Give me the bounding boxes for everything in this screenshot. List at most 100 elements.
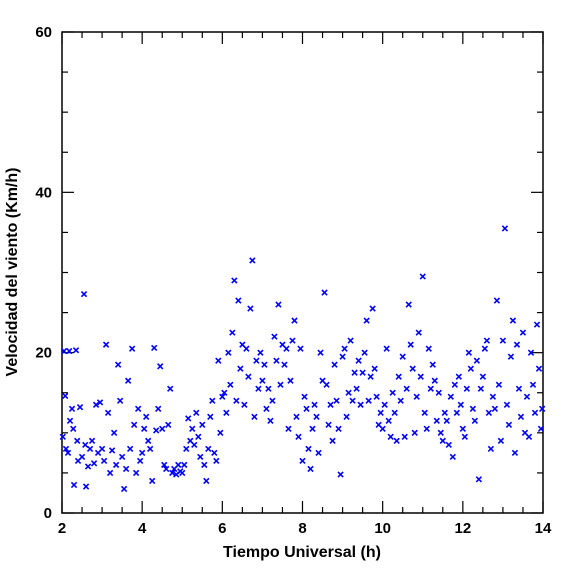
data-point	[66, 347, 73, 355]
data-point	[163, 465, 170, 473]
data-point	[317, 349, 324, 356]
data-point	[197, 453, 204, 461]
data-point	[333, 397, 340, 404]
data-point	[120, 485, 128, 493]
x-tick-label: 10	[374, 520, 391, 537]
data-point	[461, 433, 469, 441]
data-point	[169, 469, 176, 477]
data-point	[110, 429, 118, 436]
data-point	[283, 345, 290, 352]
data-point	[233, 397, 240, 404]
data-point	[92, 401, 100, 408]
data-point	[285, 425, 292, 432]
data-point	[463, 385, 471, 392]
data-point	[255, 385, 262, 392]
data-point	[241, 401, 248, 408]
data-point	[309, 425, 316, 432]
data-point	[219, 393, 226, 400]
data-point	[337, 471, 344, 478]
data-point	[60, 347, 68, 355]
data-point	[371, 365, 378, 372]
x-tick-label: 8	[298, 520, 306, 537]
data-point	[122, 465, 130, 473]
data-point	[223, 409, 230, 416]
data-point	[251, 413, 258, 420]
y-tick-labels: 0 20 40 60	[35, 24, 52, 522]
data-point	[507, 353, 515, 360]
data-point	[481, 345, 489, 352]
data-point	[235, 297, 242, 304]
data-point	[443, 417, 450, 424]
data-point	[395, 373, 402, 380]
data-point	[329, 437, 336, 445]
x-axis-label: Tiempo Universal (h)	[223, 544, 381, 561]
data-point	[515, 385, 523, 392]
data-point	[175, 461, 182, 469]
x-tick-labels: 2 4 6 8 10 12 14	[58, 520, 552, 537]
y-tick-label: 0	[44, 505, 52, 522]
data-point	[84, 463, 92, 470]
data-point	[409, 365, 416, 372]
data-point	[449, 453, 456, 461]
data-point	[403, 385, 410, 392]
data-point	[253, 357, 260, 364]
data-point	[227, 381, 234, 388]
data-point	[231, 277, 238, 284]
data-point	[108, 447, 116, 454]
data-point	[62, 445, 70, 453]
data-point	[505, 421, 513, 428]
data-point	[78, 453, 86, 461]
data-point	[417, 373, 424, 380]
data-point	[245, 373, 252, 380]
data-point	[139, 449, 146, 457]
data-point	[141, 425, 148, 432]
data-point	[201, 461, 208, 469]
data-point	[98, 445, 106, 453]
data-point	[497, 437, 505, 445]
data-point	[114, 361, 122, 368]
data-point	[64, 449, 72, 457]
data-point	[195, 433, 202, 441]
data-point	[389, 389, 396, 396]
data-point	[82, 483, 90, 490]
data-point	[347, 337, 354, 344]
data-point	[509, 317, 517, 324]
data-point	[271, 333, 278, 340]
data-point	[471, 417, 479, 424]
data-point	[165, 421, 172, 428]
data-point	[451, 381, 458, 388]
data-point	[529, 381, 537, 388]
data-point	[209, 397, 216, 404]
data-point	[355, 357, 362, 364]
data-point	[118, 453, 126, 461]
data-point	[134, 405, 142, 412]
data-point	[213, 457, 220, 465]
data-point	[517, 413, 525, 420]
data-point	[269, 397, 276, 404]
data-point	[413, 393, 420, 400]
data-point	[96, 399, 104, 406]
data-point	[359, 369, 366, 376]
data-point	[88, 437, 96, 445]
data-point	[153, 427, 160, 434]
data-point	[377, 409, 384, 416]
data-point	[331, 361, 338, 368]
data-point	[399, 353, 406, 360]
data-point	[439, 437, 446, 445]
data-point	[437, 429, 444, 436]
data-point	[475, 476, 483, 483]
data-point	[361, 349, 368, 356]
data-point	[59, 433, 66, 441]
data-point	[183, 445, 190, 453]
data-point	[215, 357, 222, 364]
data-point	[415, 329, 422, 336]
data-point	[249, 257, 256, 264]
data-point	[281, 361, 288, 368]
data-point	[203, 477, 210, 485]
data-point	[70, 425, 77, 432]
data-point	[191, 441, 198, 449]
data-point	[124, 377, 132, 384]
data-point	[387, 433, 394, 441]
data-point	[265, 385, 272, 392]
